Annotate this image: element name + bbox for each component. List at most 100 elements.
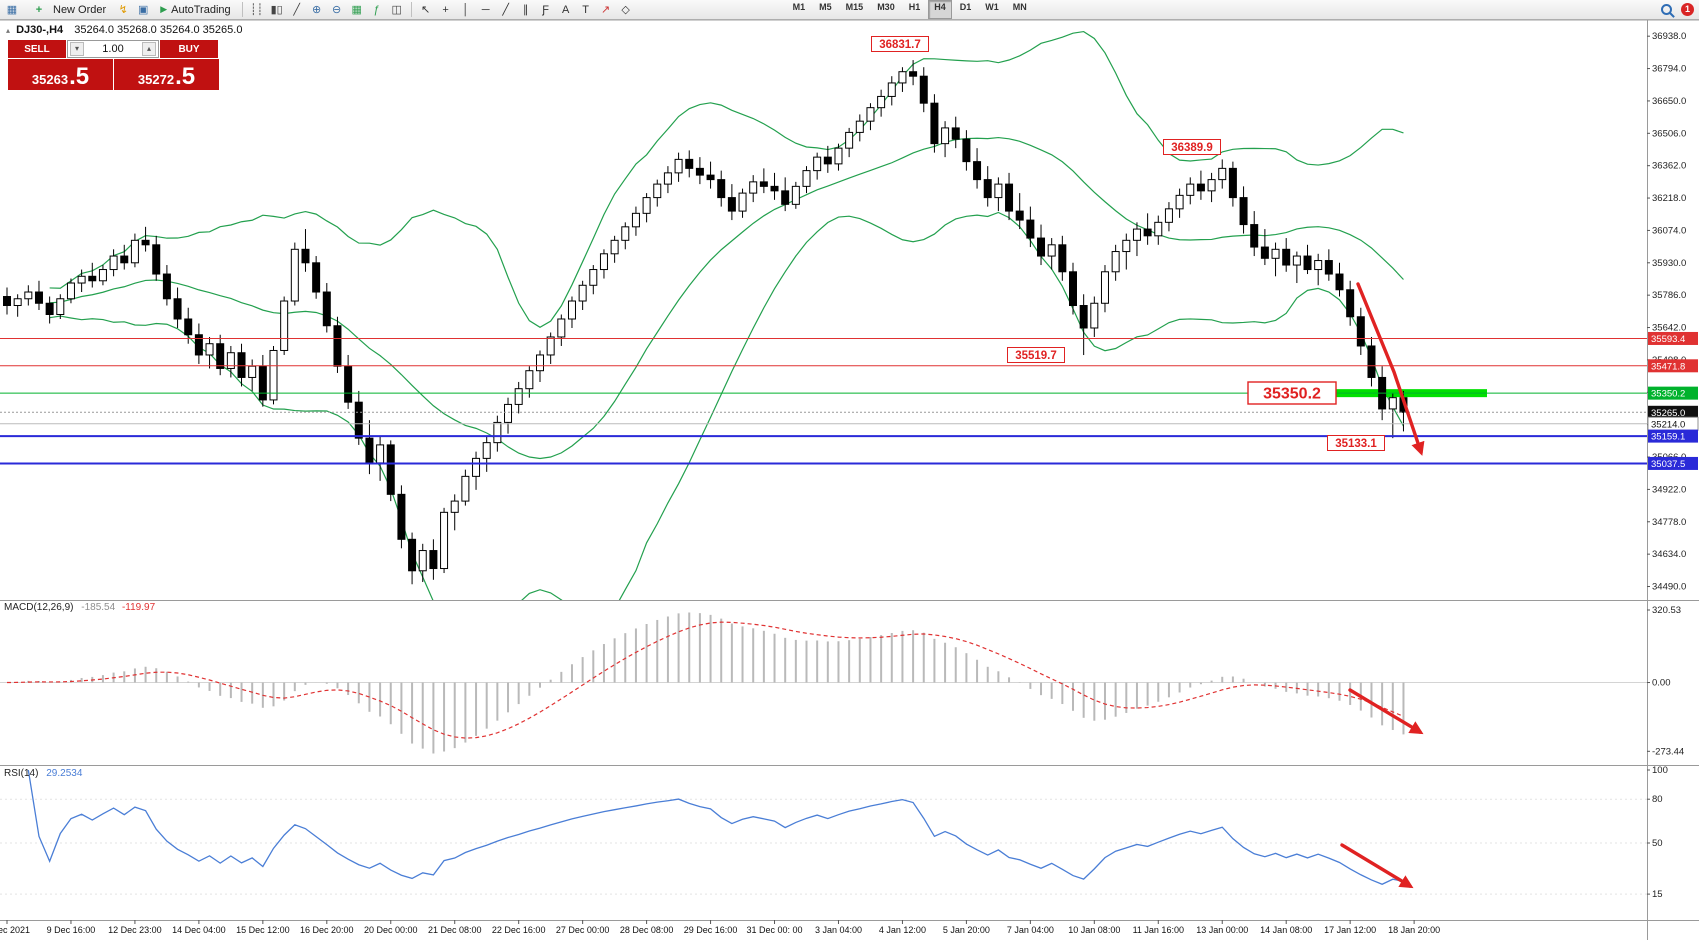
vertical-line-icon[interactable]: │ (462, 3, 470, 16)
zoom-in-icon[interactable]: ⊕ (312, 4, 322, 16)
toolbar-separator (241, 2, 243, 17)
rsi-scale-label: 100 (1652, 765, 1668, 776)
line-chart-icon[interactable]: ╱ (293, 4, 300, 16)
time-axis-label: 11 Jan 16:00 (1133, 925, 1184, 935)
buy-price[interactable]: 35272 .5 (114, 59, 219, 90)
price-annotation-box[interactable] (1007, 347, 1065, 363)
time-axis-label: 8 Dec 2021 (0, 925, 30, 935)
buy-button[interactable]: BUY (160, 40, 218, 58)
candle-body (599, 253, 608, 271)
volume-value[interactable]: 1.00 (102, 43, 124, 55)
terminal-icon[interactable]: ▣ (137, 4, 149, 16)
trendline-icon[interactable]: ╱ (502, 4, 509, 16)
volume-increase-button[interactable]: ▴ (141, 42, 156, 56)
timeframe-button-m30[interactable]: M30 (877, 2, 895, 12)
templates-icon[interactable]: ◫ (391, 4, 402, 16)
sell-price[interactable]: 35263 .5 (8, 59, 113, 90)
candle-body (130, 239, 139, 264)
tile-windows-icon[interactable]: ▦ (351, 4, 362, 16)
sell-button[interactable]: SELL (8, 40, 66, 58)
price-tick-label: 36650.0 (1652, 96, 1686, 107)
crosshair-icon[interactable]: + (442, 3, 449, 16)
expert-advisors-icon[interactable]: ↯ (118, 4, 128, 16)
new-order-button[interactable]: + New Order (22, 1, 113, 18)
rsi-value: 29.2534 (46, 768, 83, 779)
time-axis[interactable]: 8 Dec 2021 9 Dec 16:00 12 Dec 23:00 14 Dec … (0, 920, 1440, 935)
candle-body (770, 185, 779, 192)
candle-body (1058, 244, 1067, 273)
candle-body (322, 291, 331, 327)
price-annotation-box[interactable] (1163, 139, 1221, 155)
timeframe-button-mn[interactable]: MN (1012, 2, 1027, 12)
toolbar-mid-group: ↯ ▣ (113, 1, 153, 18)
candle-body (1388, 397, 1397, 410)
timeframe-button-w1[interactable]: W1 (985, 2, 999, 12)
arrow-object-icon[interactable]: ↗ (601, 4, 611, 16)
macd-down-arrow[interactable] (1348, 688, 1424, 735)
bar-chart-icon[interactable]: ┊┊ (250, 4, 264, 16)
candle-body (226, 352, 235, 369)
rsi-scale[interactable]: 100 80 50 15 (1647, 765, 1668, 900)
candle-body (727, 197, 736, 212)
candle-body (1005, 183, 1014, 212)
candle-body (1079, 305, 1088, 329)
symbol-name: DJ30-,H4 (16, 24, 64, 36)
timeframe-button-h1[interactable]: H1 (908, 2, 921, 12)
rsi-scale-label: 15 (1652, 889, 1663, 900)
main-chart-area[interactable] (3, 30, 1488, 632)
price-annotation-box[interactable] (1247, 381, 1337, 405)
macd-signal-line (6, 621, 1404, 739)
volume-decrease-button[interactable]: ▾ (70, 42, 84, 56)
price-scale[interactable]: 36938.0 36794.0 36650.0 36506.0 36362.0 36218… (1647, 31, 1699, 593)
candle-body (440, 511, 449, 570)
candle-body (1186, 183, 1195, 196)
timeframe-button-d1[interactable]: D1 (959, 2, 972, 12)
candle-body (301, 248, 310, 264)
volume-input[interactable]: ▾ 1.00 ▴ (67, 40, 159, 58)
zoom-out-icon[interactable]: ⊖ (332, 4, 342, 16)
price-marker-35037.5 (1648, 456, 1698, 470)
candle-body (802, 170, 811, 187)
macd-panel (0, 612, 1647, 754)
candle-body (173, 298, 182, 320)
candle-body (258, 365, 267, 401)
label-icon[interactable]: T (582, 3, 589, 16)
channel-icon[interactable]: ∥ (522, 4, 529, 16)
candle-body (717, 179, 726, 199)
timeframe-button-m15[interactable]: M15 (845, 2, 864, 12)
price-annotation-box[interactable] (871, 36, 929, 52)
price-tick-label: 35930.0 (1652, 258, 1686, 269)
timeframe-button-h4[interactable]: H4 (928, 0, 952, 19)
autotrading-button[interactable]: ▶ AutoTrading (153, 1, 237, 18)
new-chart-icon[interactable]: ▦ (6, 4, 18, 16)
shapes-icon[interactable]: ◇ (621, 4, 630, 16)
indicators-icon[interactable]: ƒ (373, 3, 380, 16)
candle-body (1090, 302, 1099, 329)
candle-body (418, 550, 427, 572)
timeframe-button-m1[interactable]: M1 (792, 2, 806, 12)
toolbar-separator (410, 2, 412, 17)
candle-body (1335, 273, 1344, 291)
candle-body (930, 102, 939, 145)
candle-body (1047, 244, 1056, 257)
fibonacci-icon[interactable]: Ƒ (542, 3, 549, 16)
price-annotation-box[interactable] (1327, 435, 1385, 451)
candlestick-chart-icon[interactable]: ▮▯ (270, 4, 283, 16)
text-icon[interactable]: A (561, 3, 570, 16)
notification-badge[interactable]: 1 (1681, 3, 1694, 16)
cursor-icon[interactable]: ↖ (421, 4, 431, 16)
search-icon[interactable] (1659, 1, 1677, 19)
price-marker-label: 35471.8 (1651, 361, 1685, 372)
candle-body (280, 300, 289, 351)
rsi-down-arrow[interactable] (1340, 843, 1414, 889)
candle-body (408, 538, 417, 572)
price-down-arrow[interactable] (1356, 282, 1425, 456)
horizontal-line-icon[interactable]: ─ (481, 3, 490, 16)
candle-body (376, 444, 385, 464)
candle-body (994, 183, 1003, 199)
timeframe-button-m5[interactable]: M5 (819, 2, 832, 12)
time-axis-label: 16 Dec 20:00 (300, 925, 354, 935)
macd-scale[interactable]: 320.53 0.00 -273.44 (1647, 605, 1684, 757)
